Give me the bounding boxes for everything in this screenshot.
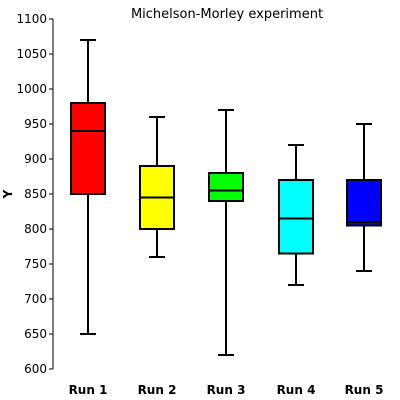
x-category-label: Run 4 (277, 383, 316, 397)
x-category-label: Run 3 (207, 383, 246, 397)
x-category-label: Run 1 (69, 383, 108, 397)
box-run-2 (139, 116, 175, 258)
y-tick-label: 750 (24, 257, 47, 271)
y-tick-label: 700 (24, 292, 47, 306)
box-series (70, 39, 382, 356)
box-run-1 (70, 39, 106, 335)
box-run-3 (208, 109, 244, 356)
box-iqr (278, 179, 314, 255)
x-axis-labels: Run 1 Run 2 Run 3 Run 4 Run 5 (69, 383, 384, 397)
y-tick-label: 1050 (16, 47, 47, 61)
box-run-5 (346, 123, 382, 272)
y-tick-label: 950 (24, 117, 47, 131)
y-tick-label: 1100 (16, 12, 47, 26)
x-category-label: Run 5 (345, 383, 384, 397)
y-tick-label: 900 (24, 152, 47, 166)
y-tick-label: 650 (24, 327, 47, 341)
box-iqr (346, 179, 382, 227)
y-tick-label: 1000 (16, 82, 47, 96)
box-iqr (70, 102, 106, 195)
y-tick-label: 800 (24, 222, 47, 236)
y-tick-label: 850 (24, 187, 47, 201)
box-iqr (208, 172, 244, 202)
y-axis-label: Y (1, 189, 15, 199)
box-run-4 (278, 144, 314, 286)
y-tick-label: 600 (24, 362, 47, 376)
x-category-label: Run 2 (138, 383, 177, 397)
chart-title: Michelson-Morley experiment (131, 7, 323, 22)
y-axis-ticks: 600 650 700 750 800 850 900 950 1000 1050 1100 (16, 12, 53, 376)
